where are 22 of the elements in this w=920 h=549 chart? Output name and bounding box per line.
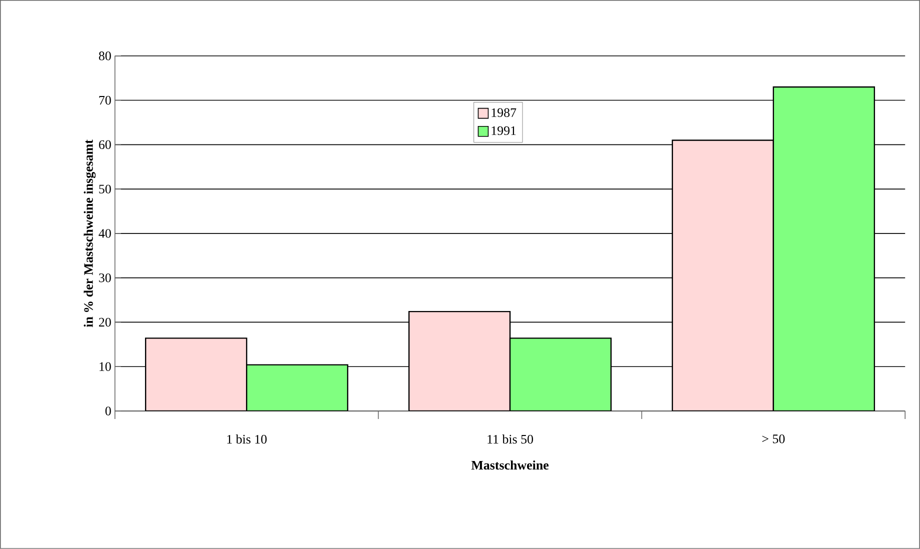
y-tick-label: 10 <box>100 362 111 372</box>
bar <box>672 140 774 412</box>
y-axis-title: in % der Mastschweine insgesamt <box>84 140 96 328</box>
y-tick-label: 30 <box>99 274 111 282</box>
y-tick-label: 20 <box>99 318 111 327</box>
y-tick-label: 50 <box>99 184 111 194</box>
y-tick-label: 80 <box>98 52 111 60</box>
y-tick-label: 60 <box>99 140 111 150</box>
legend-label: 1991 <box>492 126 516 136</box>
legend-label: 1987 <box>492 108 516 118</box>
x-tick-label: 11 bis 50 <box>488 434 534 444</box>
bar <box>246 364 348 412</box>
y-tick-label: 0 <box>105 406 111 416</box>
bar <box>509 338 612 412</box>
y-tick-label: 70 <box>99 96 111 105</box>
bar <box>145 338 248 412</box>
x-tick-label: > 50 <box>762 434 785 444</box>
y-tick-label: 40 <box>98 229 111 238</box>
bar <box>408 311 511 412</box>
bar <box>772 86 876 412</box>
x-tick-label: 1 bis 10 <box>227 434 267 444</box>
x-axis-title: Mastschweine <box>471 460 549 470</box>
